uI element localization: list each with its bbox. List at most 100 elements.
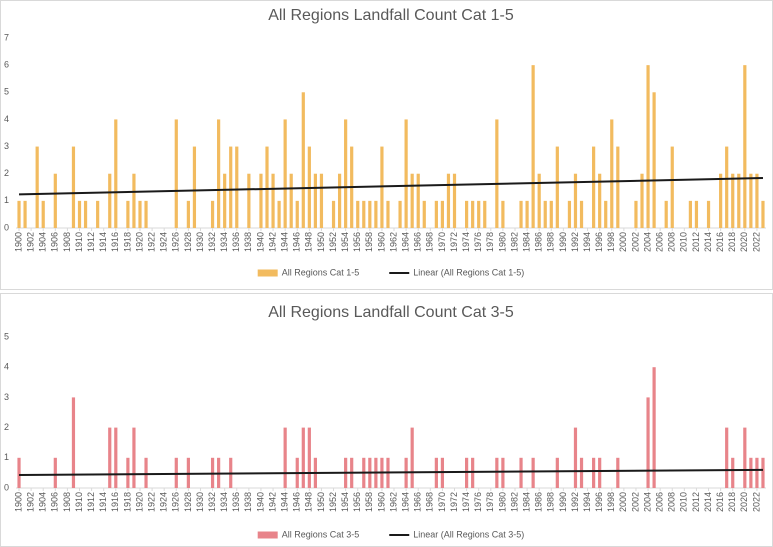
bar — [301, 427, 305, 488]
bar — [356, 200, 360, 228]
x-tick-label: 1996 — [594, 232, 604, 252]
x-tick-label: 1992 — [570, 492, 580, 512]
x-tick-label: 1942 — [267, 232, 277, 252]
bar — [646, 65, 650, 229]
x-tick-label: 1904 — [38, 232, 48, 252]
bar — [114, 119, 118, 228]
bar — [452, 173, 457, 228]
bar — [664, 200, 668, 228]
chart-title: All Regions Landfall Count Cat 1-5 — [268, 7, 514, 24]
bar — [688, 200, 692, 228]
x-tick-label: 1998 — [606, 492, 616, 512]
x-tick-label: 1962 — [388, 232, 398, 252]
bar — [108, 173, 112, 228]
x-tick-label: 1910 — [74, 232, 84, 252]
bar — [725, 427, 729, 488]
x-tick-label: 1922 — [146, 232, 156, 252]
x-tick-label: 1932 — [207, 492, 217, 512]
bar — [531, 457, 535, 488]
x-tick-label: 1952 — [328, 232, 338, 252]
bar — [410, 427, 414, 488]
y-tick-label: 3 — [4, 392, 9, 402]
bar — [126, 457, 130, 488]
legend-key — [257, 269, 278, 277]
bar — [416, 173, 420, 228]
bar — [725, 146, 729, 228]
x-tick-label: 1962 — [388, 492, 398, 512]
x-tick-label: 2020 — [739, 232, 749, 252]
x-tick-label: 1914 — [98, 232, 108, 252]
x-tick-label: 1910 — [74, 492, 84, 512]
bar — [35, 146, 39, 228]
x-tick-label: 1976 — [473, 492, 483, 512]
bar — [531, 65, 535, 229]
x-tick-label: 1984 — [521, 492, 531, 512]
x-tick-label: 1906 — [50, 232, 60, 252]
bar — [761, 457, 765, 488]
x-tick-label: 1928 — [183, 232, 193, 252]
bar — [652, 367, 656, 488]
bar — [573, 173, 578, 228]
trend-line — [19, 468, 763, 477]
y-tick-label: 6 — [4, 60, 9, 70]
x-tick-label: 1960 — [376, 232, 386, 252]
bar — [337, 173, 342, 228]
bar — [579, 200, 584, 228]
y-tick-label: 0 — [4, 222, 9, 232]
x-tick-label: 1970 — [437, 492, 447, 512]
y-tick-label: 0 — [4, 482, 9, 492]
bar — [592, 146, 596, 228]
bar — [289, 173, 293, 228]
bar — [132, 427, 136, 488]
x-tick-label: 1972 — [449, 232, 459, 252]
x-tick-label: 1982 — [509, 232, 519, 252]
x-tick-label: 1934 — [219, 492, 229, 512]
y-tick-label: 2 — [4, 168, 9, 178]
bar — [108, 427, 112, 488]
legend-label: Linear (All Regions Cat 3-5) — [413, 529, 524, 539]
bar — [519, 200, 523, 228]
bar — [265, 146, 269, 228]
x-tick-label: 1970 — [437, 232, 447, 252]
x-tick-label: 1992 — [570, 232, 580, 252]
legend-label: Linear (All Regions Cat 1-5) — [413, 267, 524, 277]
x-tick-label: 2022 — [751, 492, 761, 512]
x-tick-label: 1994 — [582, 232, 592, 252]
bar — [755, 457, 759, 488]
x-tick-label: 2002 — [630, 492, 640, 512]
bar — [549, 200, 553, 228]
x-tick-label: 1934 — [219, 232, 229, 252]
bar — [646, 397, 650, 488]
bar — [235, 146, 239, 228]
bar — [223, 173, 227, 228]
x-tick-label: 1996 — [594, 492, 604, 512]
x-tick-label: 2012 — [691, 492, 701, 512]
x-tick-label: 1990 — [558, 232, 568, 252]
x-tick-label: 1930 — [195, 232, 205, 252]
y-tick-label: 2 — [4, 422, 9, 432]
x-tick-label: 1958 — [364, 492, 374, 512]
bar — [71, 146, 76, 228]
bar — [186, 200, 190, 228]
x-tick-label: 2002 — [630, 232, 640, 252]
x-tick-label: 1972 — [449, 492, 459, 512]
x-tick-label: 1968 — [425, 232, 435, 252]
x-tick-label: 1988 — [546, 492, 556, 512]
bar — [295, 200, 299, 228]
x-tick-label: 1980 — [497, 232, 507, 252]
bar — [331, 200, 336, 228]
bar — [434, 200, 438, 228]
bar — [652, 92, 656, 229]
x-tick-label: 1954 — [340, 232, 350, 252]
bar — [555, 146, 559, 228]
bar — [616, 146, 620, 228]
bar — [743, 65, 747, 229]
x-tick-label: 1938 — [243, 232, 253, 252]
bar — [731, 173, 735, 228]
x-tick-label: 2008 — [667, 232, 677, 252]
bar — [706, 200, 711, 228]
bar — [598, 173, 602, 228]
x-tick-label: 2014 — [703, 232, 713, 252]
x-tick-label: 1902 — [25, 492, 35, 512]
bar — [749, 457, 753, 488]
